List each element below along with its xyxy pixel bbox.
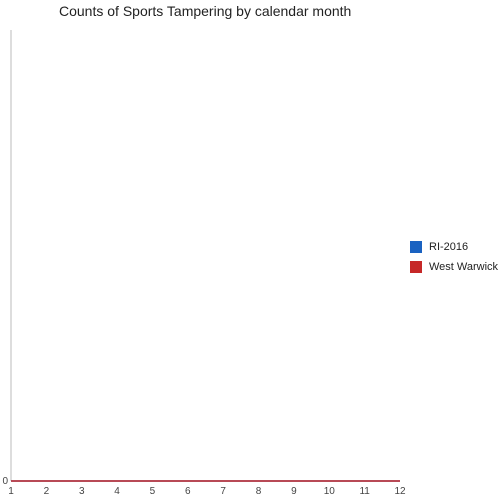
x-tick-label: 6 <box>185 486 191 497</box>
x-tick-label: 2 <box>44 486 50 497</box>
x-tick-label: 8 <box>256 486 262 497</box>
legend-label-west-warwick: West Warwick <box>429 261 499 273</box>
x-tick-label: 7 <box>220 486 226 497</box>
chart-title: Counts of Sports Tampering by calendar m… <box>59 3 352 19</box>
x-tick-label: 10 <box>324 486 336 497</box>
x-tick-label: 5 <box>150 486 156 497</box>
y-tick-label: 0 <box>2 476 8 487</box>
x-tick-label: 9 <box>291 486 297 497</box>
x-tick-label: 11 <box>359 486 370 497</box>
legend-label-ri-2016: RI-2016 <box>429 241 469 253</box>
legend-item-ri-2016: RI-2016 <box>410 238 498 256</box>
legend-swatch-ri-2016 <box>410 241 422 253</box>
legend-swatch-west-warwick <box>410 261 422 273</box>
legend-item-west-warwick: West Warwick <box>410 258 498 276</box>
x-tick-label: 1 <box>8 486 14 497</box>
x-tick-label: 3 <box>79 486 85 497</box>
x-tick-label: 12 <box>394 486 406 497</box>
x-tick-label: 4 <box>114 486 120 497</box>
chart-legend: RI-2016 West Warwick <box>410 238 498 278</box>
